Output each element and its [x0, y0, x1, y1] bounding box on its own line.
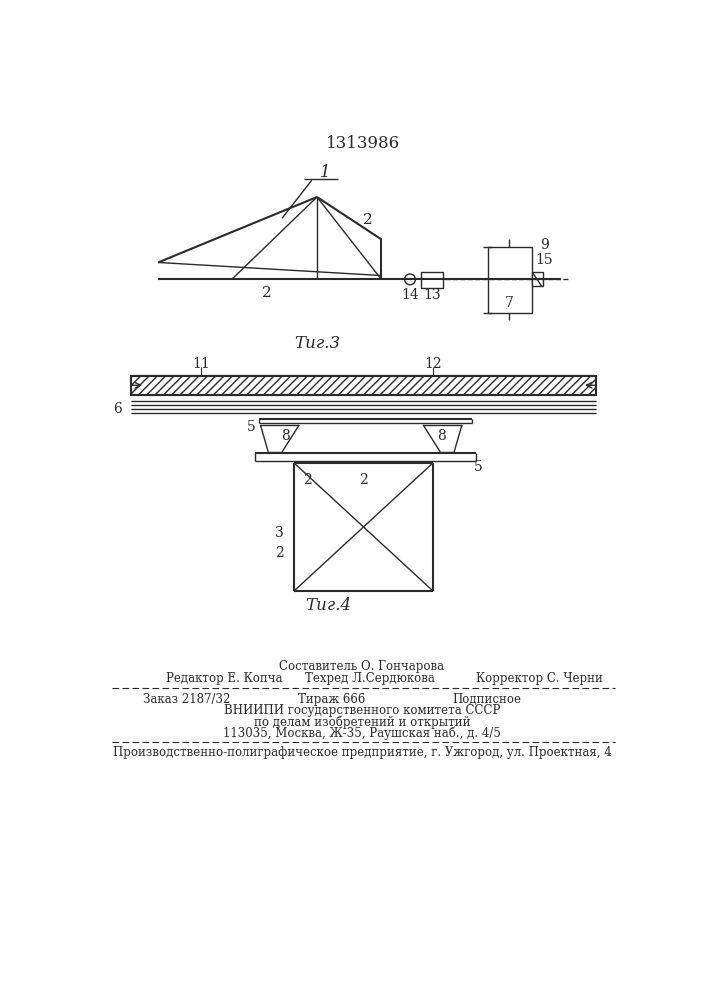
- Text: Τиг.3: Τиг.3: [294, 335, 340, 352]
- Bar: [421, 272, 443, 288]
- Text: 11: 11: [192, 357, 209, 371]
- Text: 2: 2: [262, 286, 271, 300]
- Text: 2: 2: [363, 213, 373, 227]
- Text: Редактор Е. Копча: Редактор Е. Копча: [166, 672, 282, 685]
- Bar: [532, 272, 542, 286]
- Bar: [488, 247, 532, 312]
- Text: 13: 13: [423, 288, 440, 302]
- Text: по делам изобретений и открытий: по делам изобретений и открытий: [254, 715, 470, 729]
- Text: 3: 3: [276, 526, 284, 540]
- Text: Заказ 2187/32: Заказ 2187/32: [143, 693, 230, 706]
- Text: 2: 2: [359, 473, 368, 487]
- Text: Подписное: Подписное: [452, 693, 522, 706]
- Text: 2: 2: [303, 473, 312, 487]
- Text: Составитель О. Гончарова: Составитель О. Гончарова: [279, 660, 445, 673]
- Text: Τиг.4: Τиг.4: [305, 597, 351, 614]
- Text: 9: 9: [539, 238, 549, 252]
- Text: Тираж 666: Тираж 666: [298, 693, 365, 706]
- Bar: [131, 376, 596, 395]
- Text: 113035, Москва, Ж-35, Раушская наб., д. 4/5: 113035, Москва, Ж-35, Раушская наб., д. …: [223, 726, 501, 740]
- Text: Корректор С. Черни: Корректор С. Черни: [476, 672, 603, 685]
- Text: ВНИИПИ государственного комитета СССР: ВНИИПИ государственного комитета СССР: [223, 704, 500, 717]
- Text: 15: 15: [535, 253, 553, 267]
- Text: 12: 12: [424, 357, 442, 371]
- Text: 1: 1: [320, 164, 330, 181]
- Text: 8: 8: [281, 429, 291, 443]
- Text: 6: 6: [113, 402, 122, 416]
- Text: Техред Л.Сердюкова: Техред Л.Сердюкова: [305, 672, 436, 685]
- Text: 5: 5: [247, 420, 255, 434]
- Text: 14: 14: [401, 288, 419, 302]
- Text: 8: 8: [437, 429, 445, 443]
- Text: Производственно-полиграфическое предприятие, г. Ужгород, ул. Проектная, 4: Производственно-полиграфическое предприя…: [112, 746, 612, 759]
- Text: 5: 5: [474, 460, 483, 474]
- Text: 2: 2: [276, 546, 284, 560]
- Text: 7: 7: [505, 296, 514, 310]
- Text: 1313986: 1313986: [326, 135, 399, 152]
